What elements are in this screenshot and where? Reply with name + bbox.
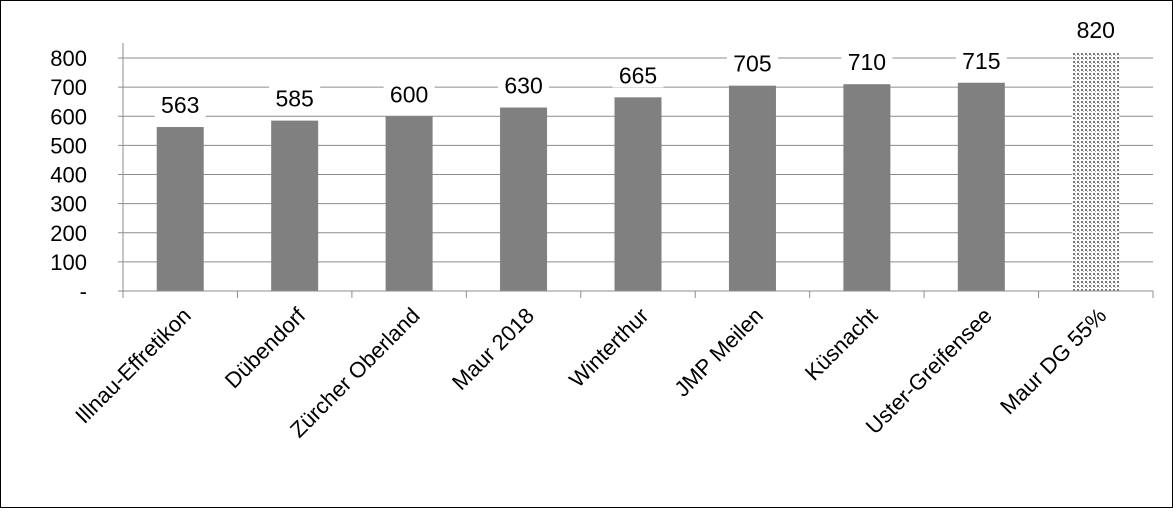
data-label-background — [269, 82, 321, 111]
x-category-label: Dübendorf — [220, 302, 311, 393]
bar — [271, 120, 319, 292]
data-label-background — [154, 89, 206, 118]
data-label: 710 — [848, 49, 886, 75]
data-label: 563 — [161, 92, 199, 118]
x-category-label: Winterthur — [564, 303, 653, 392]
data-label: 665 — [619, 62, 657, 88]
axes: - 100 200 300 400 500 600 700 800 — [50, 43, 1154, 304]
data-label-background — [383, 78, 435, 107]
bar — [500, 107, 548, 291]
x-category-label: Illnau-Effretikon — [70, 303, 195, 428]
bar — [385, 116, 433, 291]
bar — [156, 127, 204, 292]
bars — [156, 52, 1120, 292]
bar — [728, 85, 776, 291]
data-label: 715 — [962, 48, 1000, 74]
data-label-background — [841, 46, 893, 75]
y-tick-label: 300 — [50, 192, 87, 217]
data-label: 600 — [390, 81, 428, 107]
y-tick-label: 500 — [50, 133, 87, 158]
bar-highlight — [1072, 52, 1120, 291]
bar — [957, 82, 1005, 291]
x-category-label: Küsnacht — [800, 303, 883, 386]
y-tick-label: 800 — [50, 46, 87, 71]
data-label-background — [726, 47, 778, 76]
y-tick-label: 100 — [50, 250, 87, 275]
data-label-background — [1070, 14, 1122, 43]
data-label: 630 — [504, 73, 542, 99]
x-category-label: Uster-Greifensee — [861, 303, 997, 439]
data-label: 820 — [1077, 17, 1115, 43]
x-category-label: JMP Meilen — [669, 303, 768, 402]
data-label-background — [955, 44, 1007, 73]
bar — [843, 84, 891, 292]
y-tick-label: 400 — [50, 163, 87, 188]
data-label: 705 — [733, 51, 771, 77]
y-tick-label: 700 — [50, 75, 87, 100]
data-label-background — [498, 69, 550, 98]
y-tick-label: 200 — [50, 221, 87, 246]
y-tick-label: - — [80, 279, 87, 304]
x-category-label: Maur DG 55% — [995, 303, 1111, 419]
x-category-label: Maur 2018 — [447, 303, 539, 395]
data-label-background — [612, 59, 664, 88]
data-label: 585 — [275, 86, 313, 112]
y-tick-label: 600 — [50, 104, 87, 129]
bar — [614, 97, 662, 291]
